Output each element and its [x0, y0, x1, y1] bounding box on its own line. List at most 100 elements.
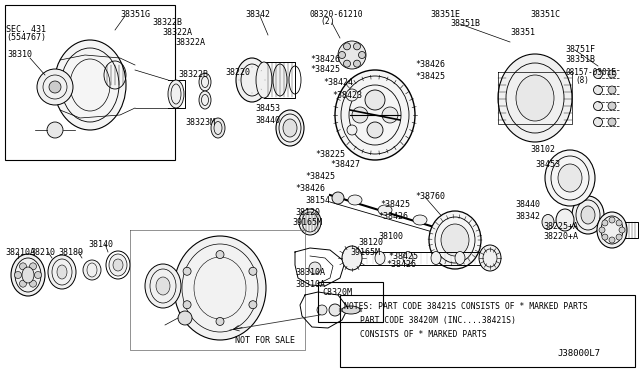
Text: *38426: *38426 — [310, 55, 340, 64]
Text: 38120: 38120 — [358, 238, 383, 247]
Text: 38310A: 38310A — [295, 280, 325, 289]
Ellipse shape — [211, 118, 225, 138]
Ellipse shape — [83, 260, 101, 280]
Ellipse shape — [403, 251, 413, 264]
Circle shape — [329, 304, 341, 316]
Ellipse shape — [335, 70, 415, 160]
Circle shape — [608, 102, 616, 110]
Text: 38453: 38453 — [255, 104, 280, 113]
Ellipse shape — [348, 195, 362, 205]
Ellipse shape — [572, 196, 604, 234]
Text: CONSISTS OF * MARKED PARTS: CONSISTS OF * MARKED PARTS — [360, 330, 487, 339]
Ellipse shape — [545, 150, 595, 206]
Text: 38310: 38310 — [7, 50, 32, 59]
Circle shape — [29, 263, 36, 270]
Text: 38322A: 38322A — [162, 28, 192, 37]
Text: 38323M: 38323M — [185, 118, 215, 127]
Circle shape — [358, 51, 365, 58]
Circle shape — [249, 267, 257, 275]
Text: *38225: *38225 — [315, 150, 345, 159]
Circle shape — [317, 305, 327, 315]
Ellipse shape — [597, 212, 627, 248]
Ellipse shape — [556, 209, 574, 231]
Circle shape — [344, 60, 351, 67]
Circle shape — [608, 86, 616, 94]
Ellipse shape — [593, 102, 602, 110]
Text: 38210A: 38210A — [5, 248, 35, 257]
Text: *38426: *38426 — [378, 212, 408, 221]
Circle shape — [602, 234, 608, 240]
Text: 08320-61210: 08320-61210 — [310, 10, 364, 19]
Text: *38426: *38426 — [295, 184, 325, 193]
Text: 38322A: 38322A — [175, 38, 205, 47]
Ellipse shape — [443, 225, 457, 235]
Circle shape — [352, 107, 368, 123]
Text: *38425: *38425 — [310, 65, 340, 74]
Text: *38425: *38425 — [380, 200, 410, 209]
Text: *38760: *38760 — [415, 192, 445, 201]
Circle shape — [332, 192, 344, 204]
Ellipse shape — [581, 206, 595, 224]
Circle shape — [602, 220, 608, 226]
Circle shape — [49, 81, 61, 93]
Ellipse shape — [109, 254, 127, 276]
Circle shape — [19, 280, 26, 287]
Circle shape — [353, 60, 360, 67]
Ellipse shape — [593, 118, 602, 126]
Text: 38220+A: 38220+A — [543, 232, 578, 241]
Text: 38351E: 38351E — [430, 10, 460, 19]
Text: 38100: 38100 — [378, 232, 403, 241]
Circle shape — [216, 317, 224, 326]
Circle shape — [609, 237, 615, 243]
Ellipse shape — [431, 251, 441, 264]
Circle shape — [19, 263, 26, 270]
Text: *38425: *38425 — [415, 72, 445, 81]
Ellipse shape — [429, 211, 481, 269]
Circle shape — [178, 311, 192, 325]
Bar — [318, 282, 383, 322]
Ellipse shape — [498, 54, 572, 142]
Ellipse shape — [199, 73, 211, 91]
Text: 38310A: 38310A — [295, 268, 325, 277]
Text: 38120: 38120 — [295, 208, 320, 217]
Ellipse shape — [413, 215, 427, 225]
Text: SEC. 431: SEC. 431 — [6, 25, 46, 34]
Ellipse shape — [273, 64, 287, 96]
Ellipse shape — [342, 246, 362, 270]
Circle shape — [382, 107, 398, 123]
Ellipse shape — [11, 254, 45, 296]
Ellipse shape — [347, 125, 357, 135]
Circle shape — [339, 51, 346, 58]
Text: 38322B: 38322B — [178, 70, 208, 79]
Ellipse shape — [156, 277, 170, 295]
Circle shape — [15, 272, 22, 279]
Ellipse shape — [346, 89, 358, 101]
Circle shape — [183, 301, 191, 309]
Text: (2): (2) — [320, 17, 335, 26]
Bar — [340, 295, 635, 367]
Ellipse shape — [342, 306, 360, 314]
Ellipse shape — [593, 70, 602, 78]
Circle shape — [29, 280, 36, 287]
Text: 38342: 38342 — [245, 10, 270, 19]
Ellipse shape — [57, 265, 67, 279]
Circle shape — [338, 41, 366, 69]
Ellipse shape — [516, 75, 554, 121]
Text: 38440: 38440 — [515, 200, 540, 209]
Circle shape — [365, 90, 385, 110]
Text: J38000L7: J38000L7 — [557, 349, 600, 358]
Ellipse shape — [479, 245, 501, 271]
Circle shape — [344, 43, 351, 50]
Ellipse shape — [542, 215, 554, 230]
Text: 39165M: 39165M — [350, 248, 380, 257]
Circle shape — [37, 69, 73, 105]
Text: 38453: 38453 — [535, 160, 560, 169]
Circle shape — [353, 43, 360, 50]
Ellipse shape — [199, 91, 211, 109]
Circle shape — [249, 301, 257, 309]
Ellipse shape — [375, 251, 385, 264]
Text: *38424: *38424 — [323, 78, 353, 87]
Circle shape — [309, 262, 321, 274]
Circle shape — [619, 227, 625, 233]
Text: *38425: *38425 — [305, 172, 335, 181]
